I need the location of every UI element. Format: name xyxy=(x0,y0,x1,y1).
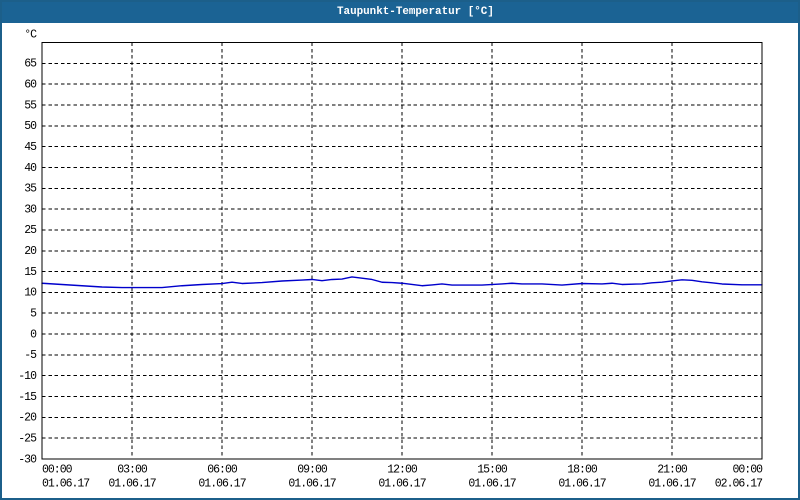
svg-text:01.06.17: 01.06.17 xyxy=(42,478,89,491)
svg-text:55: 55 xyxy=(24,99,37,112)
svg-text:01.06.17: 01.06.17 xyxy=(108,478,155,491)
svg-text:-5: -5 xyxy=(24,349,37,362)
svg-text:01.06.17: 01.06.17 xyxy=(468,478,515,491)
svg-text:03:00: 03:00 xyxy=(117,464,148,477)
svg-text:01.06.17: 01.06.17 xyxy=(648,478,695,491)
svg-text:00:00: 00:00 xyxy=(42,464,73,477)
svg-text:09:00: 09:00 xyxy=(297,464,328,477)
svg-text:0: 0 xyxy=(30,328,37,341)
svg-text:-15: -15 xyxy=(18,391,37,404)
svg-text:20: 20 xyxy=(24,245,37,258)
svg-text:40: 40 xyxy=(24,162,37,175)
svg-text:02.06.17: 02.06.17 xyxy=(715,478,762,491)
svg-text:-10: -10 xyxy=(18,370,37,383)
svg-text:35: 35 xyxy=(24,183,37,196)
svg-text:45: 45 xyxy=(24,141,37,154)
svg-text:01.06.17: 01.06.17 xyxy=(198,478,245,491)
svg-text:-25: -25 xyxy=(18,432,37,445)
svg-text:60: 60 xyxy=(24,78,37,91)
svg-text:10: 10 xyxy=(24,287,37,300)
svg-text:01.06.17: 01.06.17 xyxy=(288,478,335,491)
svg-text:12:00: 12:00 xyxy=(387,464,418,477)
svg-text:01.06.17: 01.06.17 xyxy=(558,478,605,491)
svg-text:25: 25 xyxy=(24,224,37,237)
svg-text:01.06.17: 01.06.17 xyxy=(378,478,425,491)
svg-text:5: 5 xyxy=(30,308,37,321)
svg-text:-20: -20 xyxy=(18,412,37,425)
svg-text:65: 65 xyxy=(24,58,37,71)
svg-text:°C: °C xyxy=(24,29,37,42)
svg-text:21:00: 21:00 xyxy=(657,464,688,477)
svg-text:06:00: 06:00 xyxy=(207,464,238,477)
svg-text:-30: -30 xyxy=(18,453,37,466)
svg-text:50: 50 xyxy=(24,120,37,133)
svg-text:15: 15 xyxy=(24,266,37,279)
svg-text:18:00: 18:00 xyxy=(567,464,598,477)
svg-text:00:00: 00:00 xyxy=(732,464,763,477)
svg-text:15:00: 15:00 xyxy=(477,464,508,477)
svg-text:30: 30 xyxy=(24,203,37,216)
